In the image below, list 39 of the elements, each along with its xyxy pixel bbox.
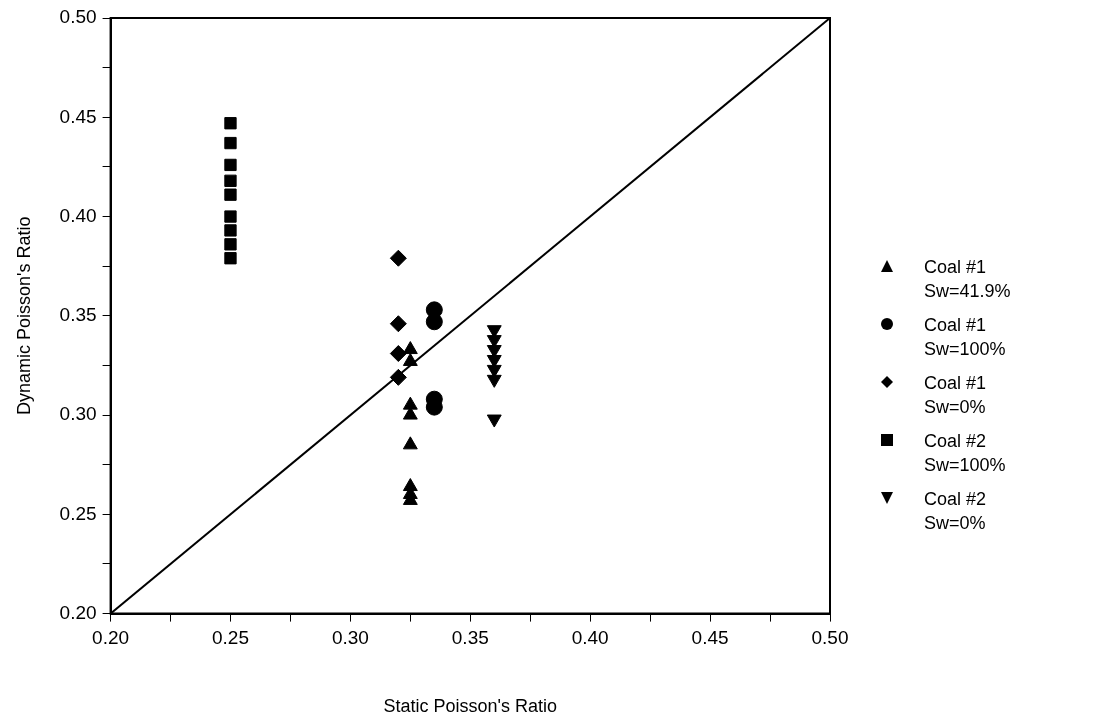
point [389,345,407,363]
point [224,174,237,187]
point [389,249,407,267]
point [224,188,237,201]
x-tick-label: 0.35 [451,627,489,649]
point [402,341,418,355]
point [402,352,418,366]
legend-label: Coal #1 Sw=100% [924,314,1007,361]
x-axis-title: Static Poisson's Ratio [383,696,558,717]
x-tick-label: 0.40 [571,627,609,649]
y-axis-title: Dynamic Poisson's Ratio [13,216,34,416]
legend-label: Coal #2 Sw=100% [924,430,1007,477]
point [389,368,407,386]
y-tick-label: 0.20 [59,601,97,623]
point [224,117,237,130]
point [402,396,418,410]
y-tick-label: 0.35 [59,304,97,326]
point [389,315,407,333]
point [402,436,418,450]
point [224,252,237,265]
legend-label: Coal #1 Sw=41.9% [924,256,1012,303]
x-tick-label: 0.30 [331,627,369,649]
point [224,136,237,150]
x-tick-label: 0.25 [211,627,249,649]
x-tick-label: 0.45 [691,627,729,649]
x-tick-label: 0.20 [92,627,130,649]
x-tick-label: 0.50 [811,627,849,649]
point [224,238,237,251]
y-tick-label: 0.25 [59,502,97,524]
legend-label: Coal #1 Sw=0% [924,372,988,419]
y-tick-label: 0.40 [59,204,97,226]
y-tick-label: 0.50 [59,6,97,28]
y-tick-label: 0.30 [59,403,97,425]
legend-label: Coal #2 Sw=0% [924,488,988,535]
point [425,313,443,331]
point [224,224,237,237]
y-tick-label: 0.45 [59,105,97,127]
point [224,210,237,223]
point [224,158,237,172]
